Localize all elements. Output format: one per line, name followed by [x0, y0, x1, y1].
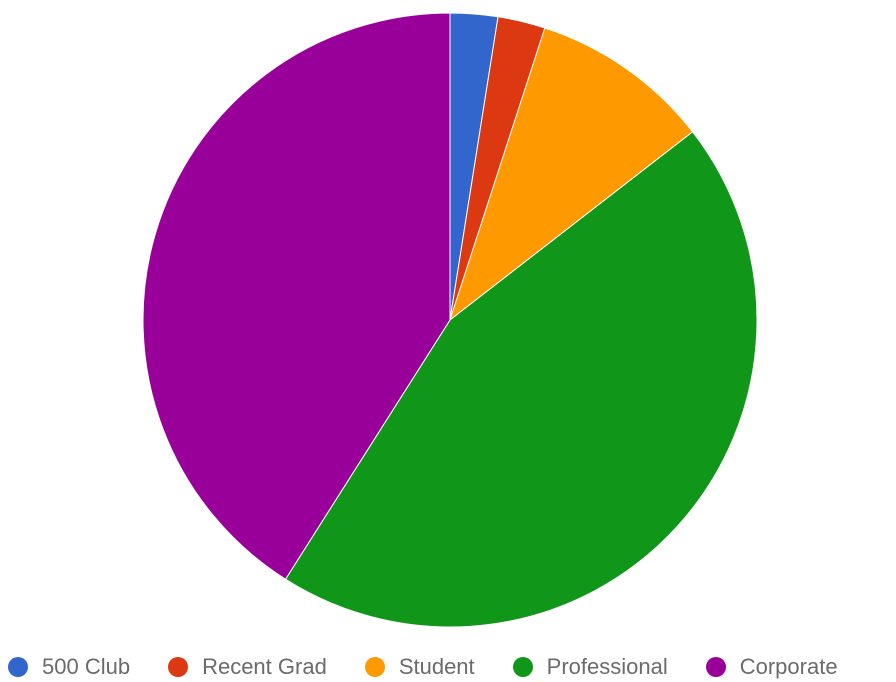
legend-swatch-icon	[512, 657, 533, 677]
legend-swatch-icon	[705, 657, 726, 677]
legend-label: 500 Club	[42, 654, 131, 679]
pie-slice-corporate	[142, 12, 451, 580]
legend-swatch-icon	[8, 657, 28, 677]
chart-legend: 500 Club Recent Grad Student Professional Co…	[8, 651, 892, 682]
legend-label: Professional	[546, 654, 668, 679]
legend-item-500-club: 500 Club	[8, 652, 130, 682]
pie-slice-student	[449, 27, 694, 322]
legend-item-corporate: Corporate	[705, 652, 838, 682]
legend-label: Corporate	[739, 654, 838, 679]
legend-swatch-icon	[168, 657, 189, 677]
legend-item-recent-grad: Recent Grad	[168, 652, 327, 682]
legend-label: Student	[398, 654, 475, 679]
legend-label: Recent Grad	[202, 654, 327, 679]
pie-slice-professional	[284, 131, 758, 628]
legend-item-student: Student	[364, 652, 475, 682]
legend-item-professional: Professional	[512, 652, 668, 682]
legend-swatch-icon	[364, 657, 385, 677]
